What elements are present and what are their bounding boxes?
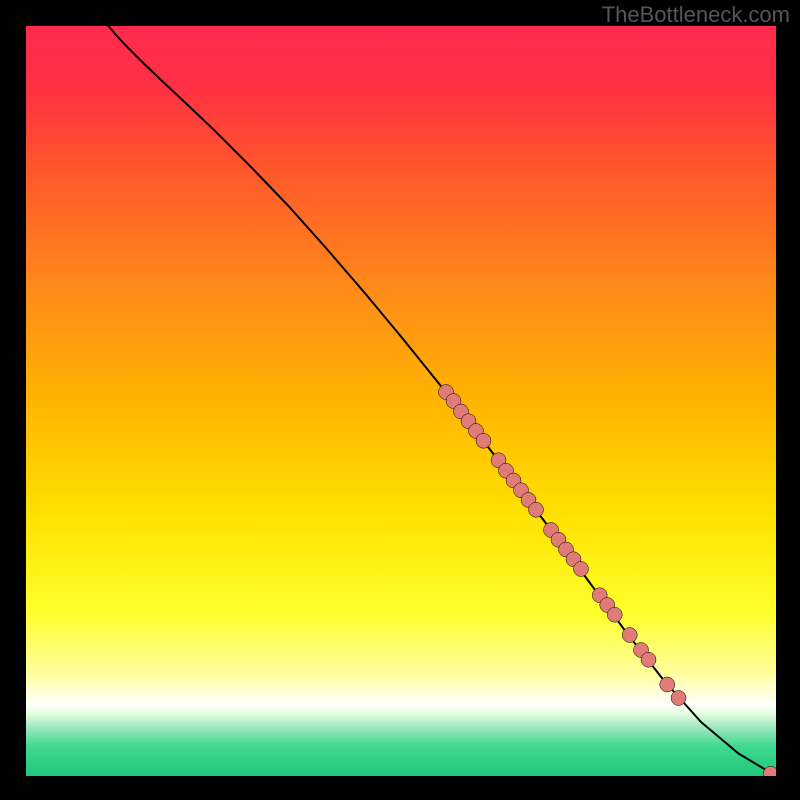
marker-point bbox=[622, 628, 637, 643]
chart-plot bbox=[26, 26, 776, 776]
chart-stage: TheBottleneck.com bbox=[0, 0, 800, 800]
marker-point bbox=[574, 562, 589, 577]
marker-point bbox=[476, 433, 491, 448]
marker-point bbox=[641, 652, 656, 667]
chart-svg bbox=[26, 26, 776, 776]
marker-point bbox=[671, 691, 686, 706]
marker-point bbox=[607, 607, 622, 622]
marker-point bbox=[529, 502, 544, 517]
gradient-background bbox=[26, 26, 776, 776]
attribution-text: TheBottleneck.com bbox=[602, 2, 790, 28]
marker-point bbox=[660, 677, 675, 692]
